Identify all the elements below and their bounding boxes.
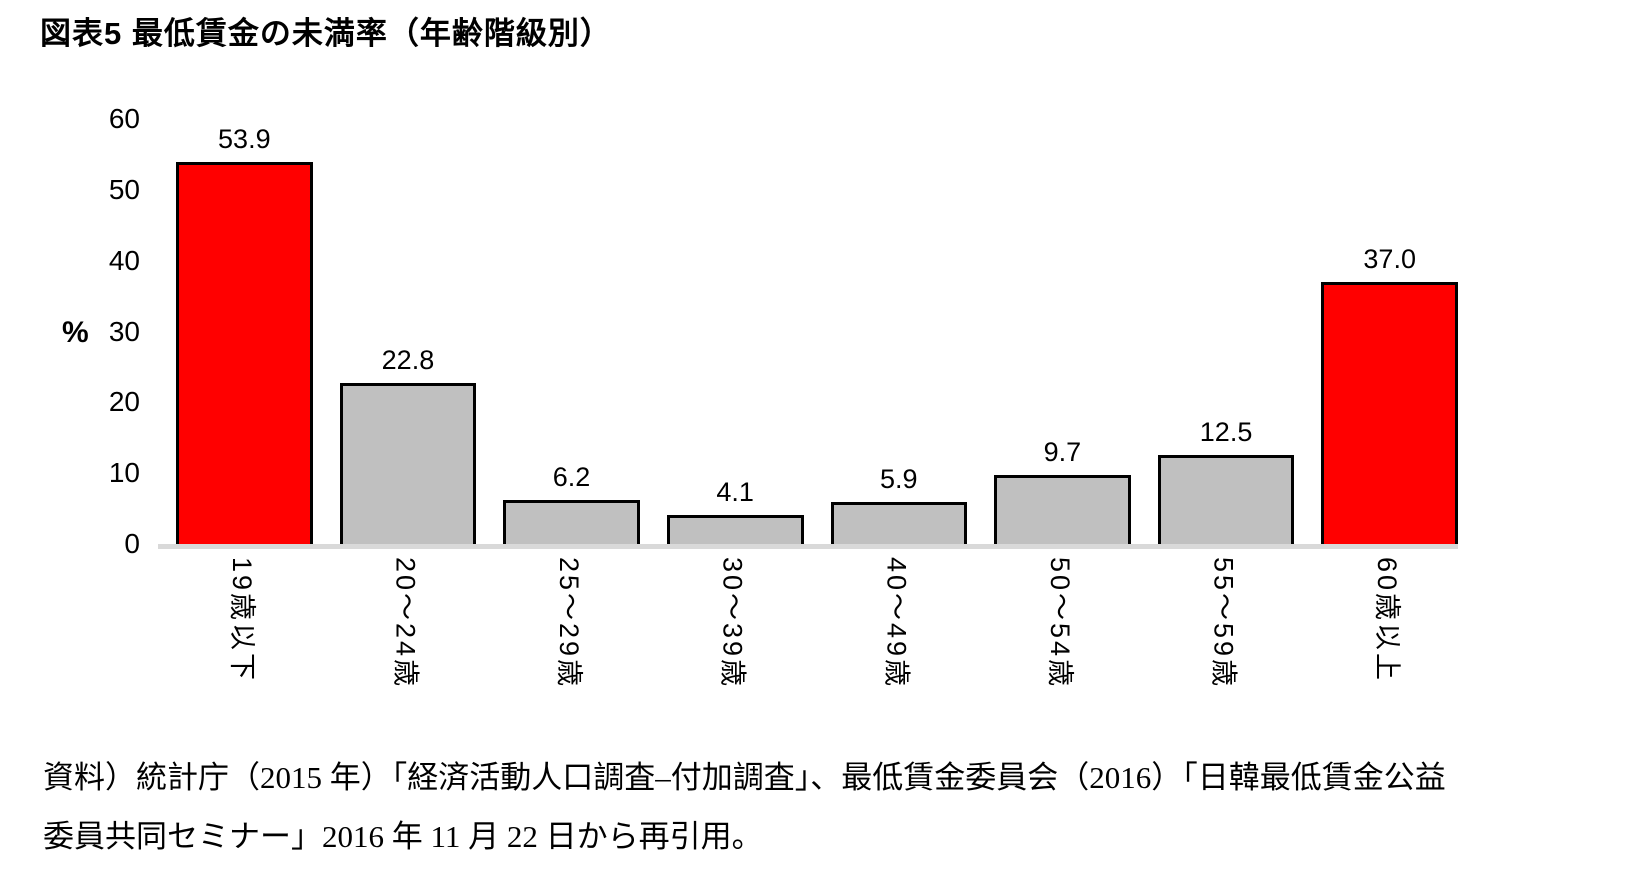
x-axis-label-text: 25〜29歳 — [554, 557, 585, 690]
bar-group: 9.7 — [994, 437, 1131, 544]
bar — [1157, 455, 1295, 544]
source-note: 資料）統計庁（2015 年）「経済活動人口調査–付加調査」、最低賃金委員会（20… — [43, 748, 1583, 866]
x-axis-label-text: 60歳以上 — [1372, 557, 1403, 684]
bar-value-label: 53.9 — [218, 124, 271, 155]
x-axis-baseline — [158, 544, 1458, 549]
source-note-line1: 資料）統計庁（2015 年）「経済活動人口調査–付加調査」、最低賃金委員会（20… — [43, 760, 1446, 795]
y-axis-tick-label: 20 — [108, 386, 140, 418]
x-axis-label-text: 19歳以下 — [226, 557, 257, 684]
bar — [176, 162, 313, 544]
x-axis-label: 25〜29歳 — [503, 557, 640, 707]
bar — [503, 500, 640, 544]
bar-group: 22.8 — [339, 344, 477, 544]
bar-group: 12.5 — [1157, 417, 1295, 544]
bar-group: 53.9 — [176, 124, 313, 544]
y-axis-tick-label: 50 — [108, 173, 140, 205]
bar-group: 37.0 — [1321, 244, 1458, 544]
x-axis-label-text: 55〜59歳 — [1208, 557, 1239, 690]
x-axis-label: 60歳以上 — [1321, 557, 1458, 707]
x-axis-label-text: 20〜24歳 — [390, 557, 421, 690]
bar-value-label: 12.5 — [1199, 417, 1253, 448]
y-axis-unit-label: % — [62, 316, 89, 349]
x-axis-label: 19歳以下 — [176, 557, 313, 707]
bar-group: 5.9 — [830, 464, 968, 544]
x-axis-labels: 19歳以下 20〜24歳 25〜29歳 30〜39歳 40〜49歳 50〜54歳… — [158, 557, 1458, 707]
bar — [339, 382, 477, 544]
bar — [994, 475, 1131, 544]
bar-value-label: 37.0 — [1363, 243, 1416, 274]
y-axis-tick-label: 40 — [108, 244, 140, 276]
bars-container: 53.9 22.8 6.2 4.1 5.9 9.7 — [158, 119, 1458, 544]
bar-value-label: 22.8 — [381, 344, 435, 375]
x-axis-label-text: 50〜54歳 — [1044, 557, 1075, 690]
bar-value-label: 9.7 — [1043, 437, 1082, 468]
bar — [666, 514, 804, 544]
bar — [830, 502, 968, 544]
x-axis-label-text: 40〜49歳 — [881, 557, 912, 690]
page-title: 図表5 最低賃金の未満率（年齢階級別） — [40, 16, 612, 51]
x-axis-label: 40〜49歳 — [831, 557, 968, 707]
y-axis-tick-label: 0 — [124, 528, 140, 559]
y-axis: 60 50 40 30 20 10 0 — [40, 104, 140, 559]
bar — [1321, 281, 1458, 544]
source-note-line2: 委員共同セミナー」2016 年 11 月 22 日から再引用。 — [43, 819, 763, 854]
bar-group: 4.1 — [666, 476, 804, 544]
x-axis-label: 20〜24歳 — [340, 557, 477, 707]
x-axis-label: 55〜59歳 — [1158, 557, 1295, 707]
y-axis-tick-label: 10 — [108, 457, 140, 489]
bar-value-label: 4.1 — [716, 476, 754, 507]
plot-area: 53.9 22.8 6.2 4.1 5.9 9.7 — [158, 119, 1458, 544]
bar-value-label: 5.9 — [880, 464, 918, 495]
bar-value-label: 6.2 — [552, 462, 591, 493]
y-axis-tick-label: 60 — [108, 103, 140, 134]
x-axis-label-text: 30〜39歳 — [717, 557, 748, 690]
bar-group: 6.2 — [503, 462, 640, 544]
x-axis-label: 50〜54歳 — [994, 557, 1131, 707]
x-axis-label: 30〜39歳 — [667, 557, 804, 707]
y-axis-tick-label: 30 — [108, 315, 140, 347]
